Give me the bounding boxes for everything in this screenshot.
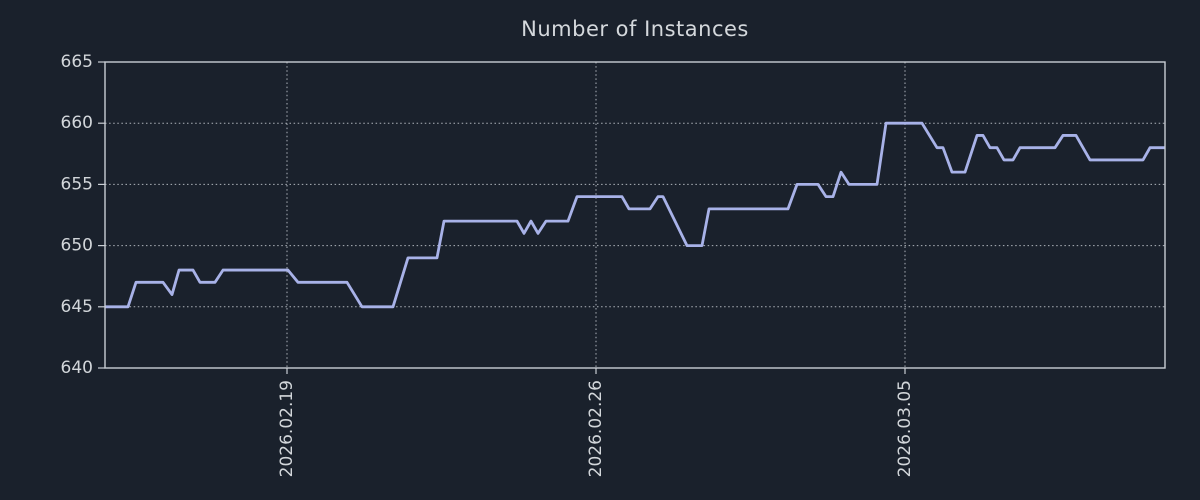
chart-title: Number of Instances [521,17,749,41]
x-tick-label: 2026.03.05 [895,380,915,477]
y-tick-label: 645 [61,297,93,317]
y-tick-label: 665 [61,52,93,72]
y-tick-label: 650 [61,236,93,256]
y-tick-label: 640 [61,358,93,378]
y-tick-label: 655 [61,174,93,194]
y-tick-label: 660 [61,113,93,133]
x-tick-label: 2026.02.26 [586,380,606,477]
plot-border [104,61,1166,369]
x-tick-label: 2026.02.19 [277,380,297,477]
instances-line-series [105,121,1165,309]
